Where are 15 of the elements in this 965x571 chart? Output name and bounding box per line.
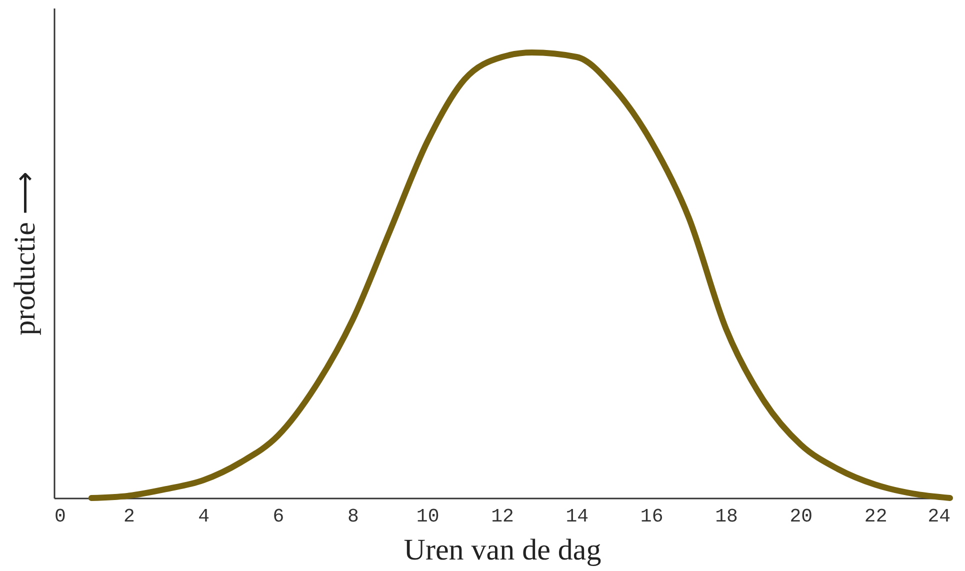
x-tick-label: 24	[928, 506, 950, 528]
x-tick-label: 6	[272, 506, 284, 528]
x-tick-label: 10	[416, 506, 440, 528]
x-tick-label: 20	[790, 506, 813, 528]
x-tick-label: 18	[715, 506, 738, 528]
x-tick-label: 14	[566, 506, 589, 528]
x-tick-label: 16	[640, 506, 664, 528]
x-tick-label: 12	[491, 506, 514, 528]
x-axis-title: Uren van de dag	[404, 534, 602, 566]
y-axis-title: productie ⟶	[8, 172, 42, 336]
x-tick-label: 2	[123, 506, 135, 528]
x-tick-label: 22	[864, 506, 888, 528]
x-tick-label: 8	[347, 506, 359, 528]
x-tick-label: 4	[198, 506, 210, 528]
x-tick-label: 0	[54, 506, 66, 528]
